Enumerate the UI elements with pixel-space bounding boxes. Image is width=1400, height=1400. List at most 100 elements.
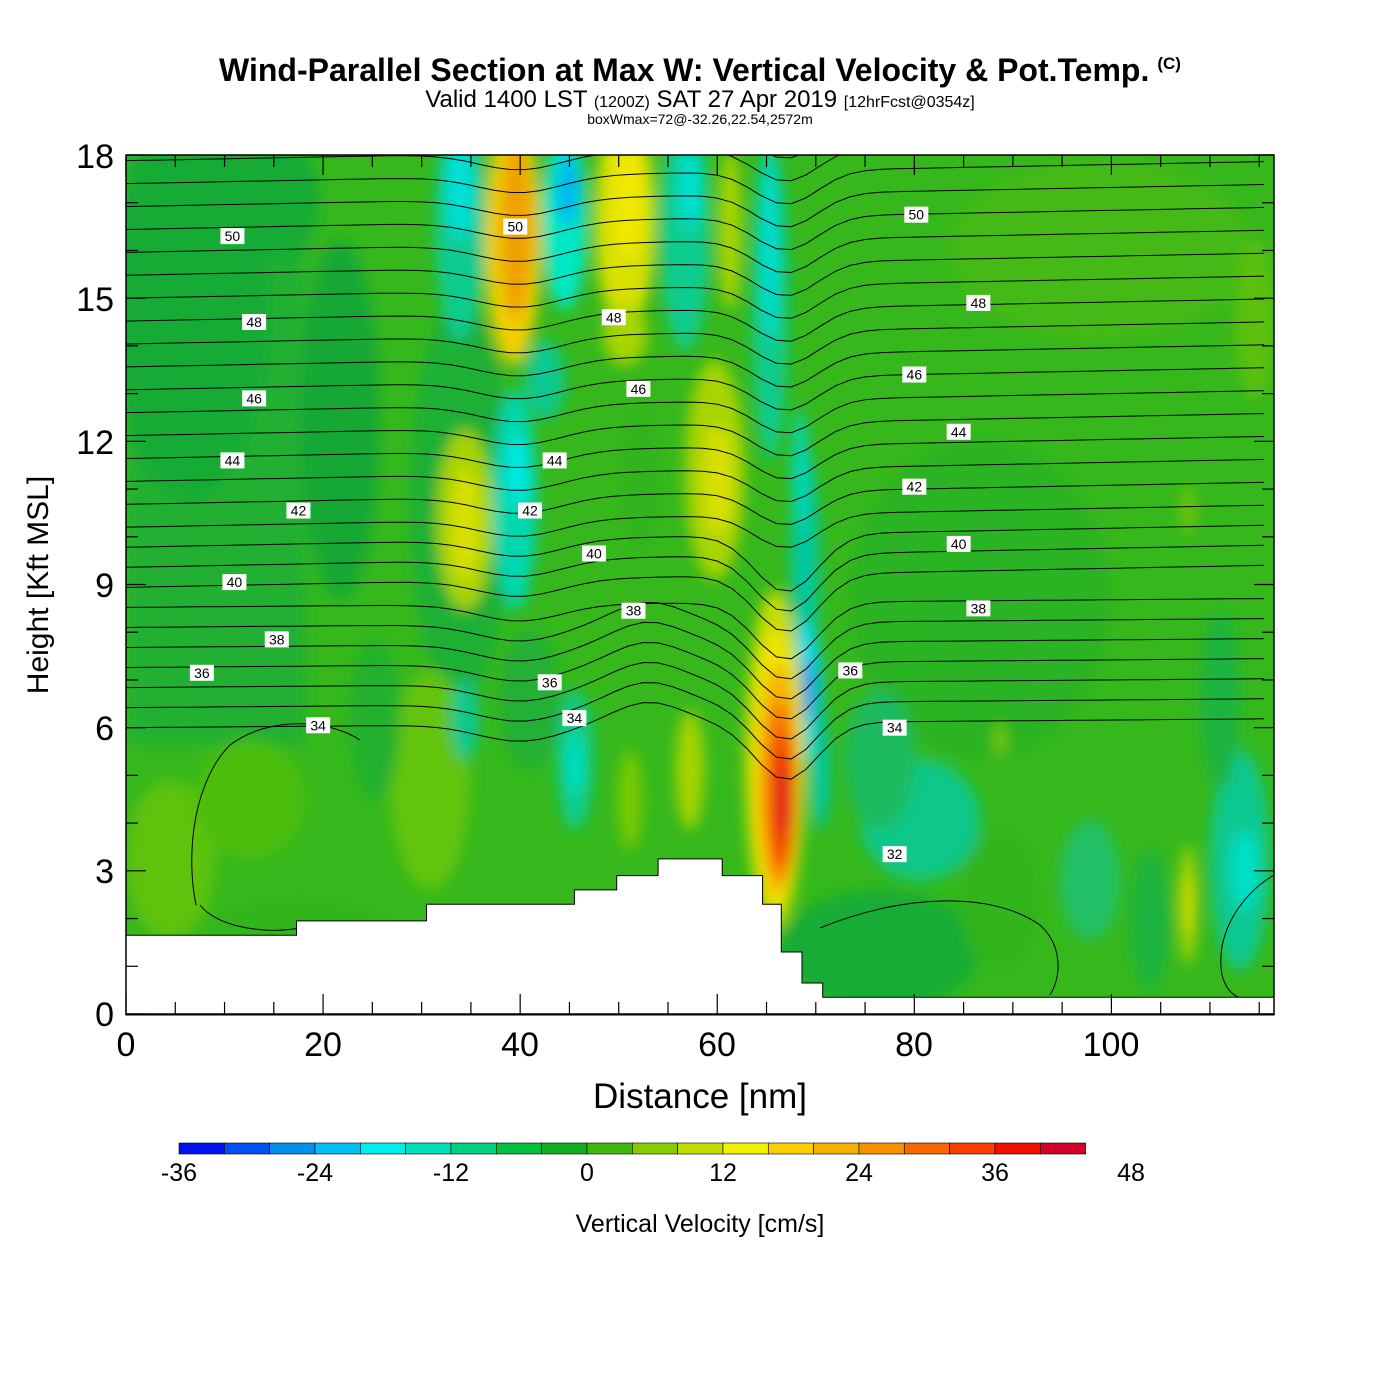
isentrope-label-text: 50 — [225, 228, 241, 244]
colorbar-swatch — [314, 1142, 361, 1155]
y-tick-label: 12 — [76, 424, 114, 462]
y-tick-label: 0 — [95, 996, 114, 1034]
isentrope-label-text: 46 — [246, 390, 262, 406]
colorbar-swatch — [949, 1142, 996, 1155]
isentrope-label: 44 — [542, 452, 567, 469]
colorbar-swatch — [858, 1142, 905, 1155]
isentrope-label: 46 — [902, 366, 927, 383]
isentrope-label-text: 34 — [310, 717, 326, 733]
colorbar-swatch — [767, 1142, 814, 1155]
isentrope-label: 46 — [242, 390, 267, 407]
colorbar-swatch — [631, 1142, 678, 1155]
isentrope-label: 32 — [882, 846, 907, 863]
colorbar-swatch — [541, 1142, 588, 1155]
isentrope-line — [126, 621, 1265, 700]
isentrope-label-text: 44 — [547, 452, 563, 468]
isentrope-line — [126, 298, 1265, 342]
isentrope-label-text: 38 — [269, 631, 285, 647]
isentrope-label-text: 38 — [971, 600, 987, 616]
isentrope-label-text: 50 — [909, 207, 925, 223]
colorbar-swatch — [224, 1142, 270, 1155]
colorbar-swatch — [586, 1142, 633, 1155]
x-tick-label: 80 — [895, 1026, 933, 1064]
colorbar-tick-label: 24 — [845, 1159, 873, 1187]
isentrope-label-text: 44 — [951, 424, 967, 440]
colorbar-tick-label: 48 — [1117, 1159, 1145, 1187]
isentrope-line — [126, 229, 1265, 274]
x-tick-label: 60 — [698, 1026, 736, 1064]
isentrope-label-text: 36 — [194, 665, 210, 681]
y-tick-label: 18 — [76, 138, 114, 176]
isentrope-label-text: 42 — [291, 503, 307, 519]
chart-title: Wind-Parallel Section at Max W: Vertical… — [0, 52, 1400, 89]
isentrope-label-text: 40 — [586, 545, 602, 561]
colorbar-swatch — [677, 1142, 724, 1155]
colorbar-swatch — [903, 1142, 950, 1155]
isentrope-label-text: 48 — [606, 309, 622, 325]
isentrope-label-text: 40 — [951, 536, 967, 552]
isentrope-label: 38 — [966, 600, 991, 617]
isentrope-line — [126, 413, 1265, 457]
colorbar-label: Vertical Velocity [cm/s] — [576, 1210, 825, 1238]
isentrope-line — [126, 206, 1265, 251]
colorbar-swatch — [1039, 1142, 1086, 1155]
y-axis-label: Height [Kft MSL] — [22, 476, 55, 694]
isentrope-label: 48 — [601, 309, 626, 326]
isentrope-line — [126, 524, 1265, 592]
isentrope-label: 34 — [306, 717, 331, 734]
potential-temperature-contours — [126, 70, 1274, 999]
isentrope-line — [771, 155, 800, 159]
isentrope-labels: 50 50 50 48 48 48 46 46 46 44 44 44 42 42 42 40 40 40 38 38… — [189, 206, 991, 863]
isentrope-label-text: 46 — [907, 367, 923, 383]
colorbar-tick-label: -24 — [297, 1159, 333, 1187]
isentrope-label-text: 48 — [971, 295, 987, 311]
valid-utc: (1200Z) — [593, 94, 650, 111]
isentrope-line — [126, 598, 1265, 660]
isentrope-label: 38 — [621, 602, 646, 619]
isentrope-label: 34 — [562, 710, 587, 727]
isentrope-label: 44 — [220, 452, 245, 469]
valid-prefix: Valid 1400 LST — [425, 86, 588, 113]
colorbar-swatch — [450, 1142, 497, 1155]
x-tick-label: 100 — [1083, 1026, 1140, 1064]
axis-ticks — [125, 154, 1274, 1015]
colorbar-swatch — [178, 1142, 225, 1155]
colorbar-swatch — [813, 1142, 860, 1155]
isentrope-line — [819, 900, 1059, 996]
isentrope-label: 42 — [902, 478, 927, 495]
isentrope-label-text: 40 — [227, 574, 243, 590]
isentrope-label: 34 — [882, 719, 907, 736]
isentrope-line — [126, 682, 1265, 760]
isentrope-label-text: 36 — [842, 662, 858, 678]
isentrope-label: 50 — [503, 218, 528, 235]
colorbar-swatch — [360, 1142, 406, 1155]
colorbar-tick-label: 0 — [580, 1159, 594, 1187]
isentrope-label: 42 — [518, 502, 543, 519]
isentrope-line — [126, 184, 1265, 228]
isentrope-label-text: 34 — [887, 720, 903, 736]
isentrope-line — [126, 70, 1264, 112]
isentrope-label-text: 42 — [522, 503, 538, 519]
isentrope-line — [126, 367, 1265, 411]
colorbar-tick-label: -12 — [433, 1159, 469, 1187]
x-tick-label: 40 — [501, 1026, 539, 1064]
isentrope-label: 40 — [222, 574, 247, 591]
isentrope-label: 40 — [946, 535, 971, 552]
isentrope-line — [126, 481, 1265, 525]
isentrope-line — [126, 390, 1265, 434]
isentrope-line — [126, 436, 1265, 480]
isentrope-line — [126, 93, 1264, 135]
x-axis-label: Distance [nm] — [593, 1077, 807, 1116]
isentrope-label: 48 — [966, 294, 991, 311]
isentrope-label: 36 — [537, 674, 562, 691]
isentrope-label-text: 42 — [907, 479, 923, 495]
copyright-mark: (C) — [1157, 54, 1181, 74]
isentrope-line — [126, 344, 1265, 388]
forecast-info: [12hrFcst@0354z] — [843, 94, 975, 111]
box-info: boxWmax=72@-32.26,22.54,2572m — [587, 111, 813, 127]
isentrope-line — [126, 275, 1265, 319]
isentrope-label-text: 46 — [631, 381, 647, 397]
isentrope-line — [126, 544, 1265, 612]
isentrope-line — [126, 564, 1265, 632]
